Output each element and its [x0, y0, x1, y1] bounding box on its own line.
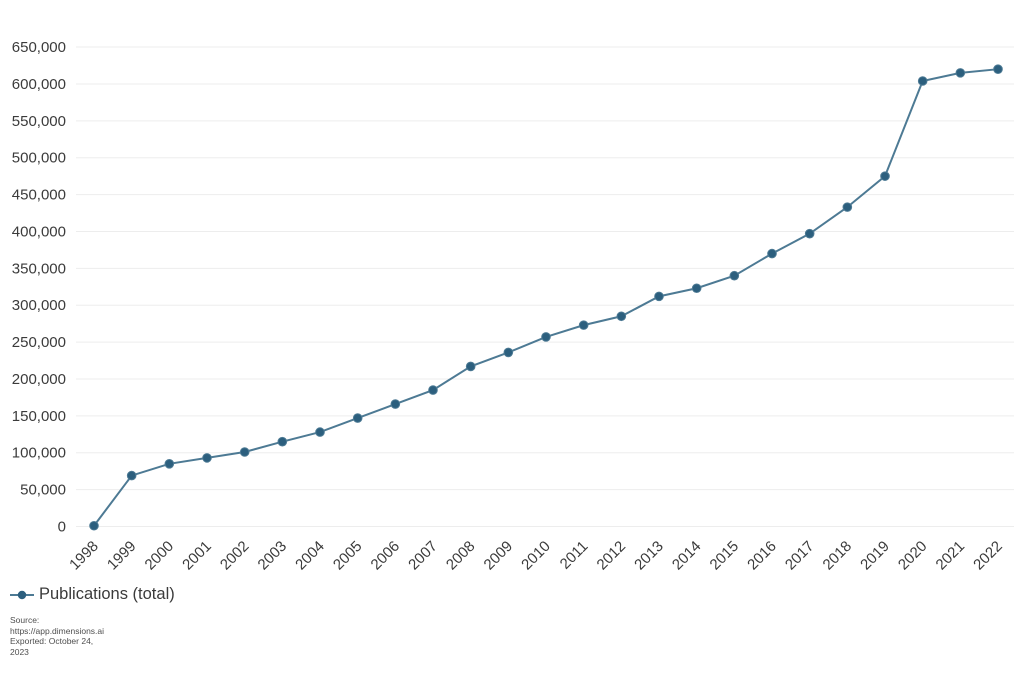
x-axis-label: 2006 [368, 538, 404, 574]
data-point[interactable] [428, 385, 438, 395]
data-point[interactable] [691, 283, 702, 294]
data-point[interactable] [578, 320, 589, 330]
x-axis-label: 2004 [292, 538, 328, 574]
y-axis-label: 250,000 [12, 334, 66, 351]
data-point[interactable] [880, 171, 890, 181]
y-axis-label: 0 [58, 519, 66, 536]
legend-label: Publications (total) [39, 585, 175, 603]
source-exported-date: Exported: October 24, [10, 636, 94, 646]
data-point[interactable] [955, 68, 966, 78]
source-label: Source: [10, 615, 40, 625]
publications-line-chart: 0 50,000 100,000 150,000 200,000 250,000 300,0… [12, 39, 1014, 574]
x-axis-label: 2015 [707, 538, 743, 574]
x-axis-label: 2013 [631, 538, 667, 574]
data-point[interactable] [89, 520, 99, 531]
x-axis-label: 2014 [669, 538, 705, 574]
x-axis-label: 2022 [970, 538, 1006, 574]
data-point[interactable] [239, 447, 250, 457]
y-axis-label: 200,000 [12, 371, 66, 388]
x-axis-label: 1998 [66, 538, 102, 574]
x-axis-label: 2011 [557, 538, 592, 573]
x-axis-label: 2010 [518, 538, 554, 574]
y-axis-label: 650,000 [12, 39, 66, 56]
y-axis-label: 400,000 [12, 223, 66, 240]
data-point[interactable] [654, 291, 664, 302]
data-point[interactable] [390, 399, 401, 409]
data-point[interactable] [465, 361, 476, 372]
data-point[interactable] [315, 427, 325, 437]
x-axis-label: 2018 [820, 538, 856, 574]
x-axis-label: 2002 [217, 538, 253, 574]
source-attribution: Source: https://app.dimensions.ai Export… [10, 615, 104, 657]
y-axis-label: 350,000 [12, 260, 66, 277]
data-point[interactable] [993, 64, 1003, 74]
x-axis-label: 2001 [179, 538, 215, 574]
data-point[interactable] [616, 311, 627, 322]
y-axis-label: 50,000 [20, 482, 66, 499]
data-point[interactable] [842, 202, 853, 212]
x-axis-label: 2009 [481, 538, 517, 574]
x-axis-label: 2000 [142, 538, 178, 574]
x-axis-label: 2017 [782, 538, 818, 574]
data-point[interactable] [917, 76, 928, 86]
data-point[interactable] [126, 470, 137, 481]
y-axis-label: 550,000 [12, 113, 66, 130]
series-line-publications [93, 68, 999, 527]
data-point[interactable] [164, 459, 175, 469]
x-axis-label: 2007 [405, 538, 441, 574]
y-axis-label: 500,000 [12, 150, 66, 167]
x-axis-label: 2008 [443, 538, 479, 574]
x-axis-label: 2016 [744, 538, 780, 574]
legend-item-publications[interactable]: Publications (total) [9, 585, 175, 604]
data-point[interactable] [767, 248, 777, 259]
source-url: https://app.dimensions.ai [10, 625, 105, 636]
legend-dot-sample [17, 590, 27, 599]
x-axis-label: 2005 [330, 538, 366, 574]
x-axis-label: 2019 [857, 538, 893, 574]
data-point[interactable] [541, 332, 551, 342]
x-axis-label: 2003 [255, 538, 291, 574]
x-axis-label: 2012 [594, 538, 630, 574]
data-point[interactable] [729, 270, 740, 281]
x-axis-label: 2020 [895, 538, 931, 574]
y-axis-label: 100,000 [12, 445, 66, 462]
y-axis-label: 150,000 [12, 408, 66, 425]
data-point[interactable] [503, 347, 514, 358]
source-exported-year: 2023 [10, 646, 29, 657]
y-axis-label: 600,000 [12, 76, 66, 93]
x-axis-label: 2021 [933, 538, 969, 574]
data-point[interactable] [352, 413, 363, 423]
x-axis-label: 1999 [104, 538, 140, 574]
data-point[interactable] [804, 228, 815, 239]
y-axis-label: 450,000 [12, 187, 66, 204]
data-point[interactable] [277, 436, 288, 447]
legend-marker-icon [10, 590, 34, 599]
y-axis-label: 300,000 [12, 297, 66, 314]
data-point[interactable] [202, 453, 212, 463]
